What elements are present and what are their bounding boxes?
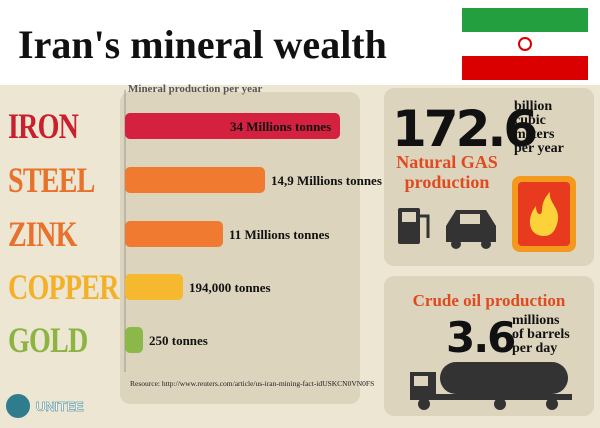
oil-value: 3.6 (446, 313, 514, 362)
mineral-name: COPPER (8, 267, 120, 307)
logo: UNITEE (36, 399, 84, 414)
bar (125, 327, 143, 353)
bar (125, 221, 223, 247)
flag (462, 8, 588, 80)
oil-truck (410, 362, 572, 410)
resource: Resource: http://www.reuters.com/article… (130, 379, 374, 388)
gas-unit: cubic (514, 113, 546, 128)
gas-icons (398, 176, 576, 252)
bar (125, 167, 265, 193)
mineral-name: GOLD (8, 320, 88, 360)
oil-title: Crude oil production (413, 291, 566, 310)
bar-label: 34 Millions tonnes (230, 119, 331, 134)
bar-label: 11 Millions tonnes (229, 227, 329, 242)
oil-unit: millions (512, 313, 560, 328)
mineral-name: IRON (8, 106, 79, 146)
oil-unit: per day (512, 341, 557, 356)
gas-unit: meters (514, 127, 555, 142)
bar-label: 14,9 Millions tonnes (271, 173, 382, 188)
bar-label: 250 tonnes (149, 333, 208, 348)
gas-label: Natural GAS (396, 152, 498, 172)
bar (125, 274, 183, 300)
bar (125, 113, 340, 139)
mineral-name: ZINK (8, 214, 77, 254)
oil-unit: of barrels (512, 327, 570, 342)
gas-unit: billion (514, 99, 552, 114)
gas-label: production (405, 172, 490, 192)
bar-label: 194,000 tonnes (189, 280, 271, 295)
title: Iran's mineral wealth (18, 22, 387, 67)
chart-heading: Mineral production per year (128, 83, 262, 95)
gas-unit: per year (514, 141, 564, 156)
mineral-name: STEEL (8, 160, 95, 200)
gas-value: 172.6 (392, 100, 536, 158)
logo-icon (6, 394, 30, 418)
